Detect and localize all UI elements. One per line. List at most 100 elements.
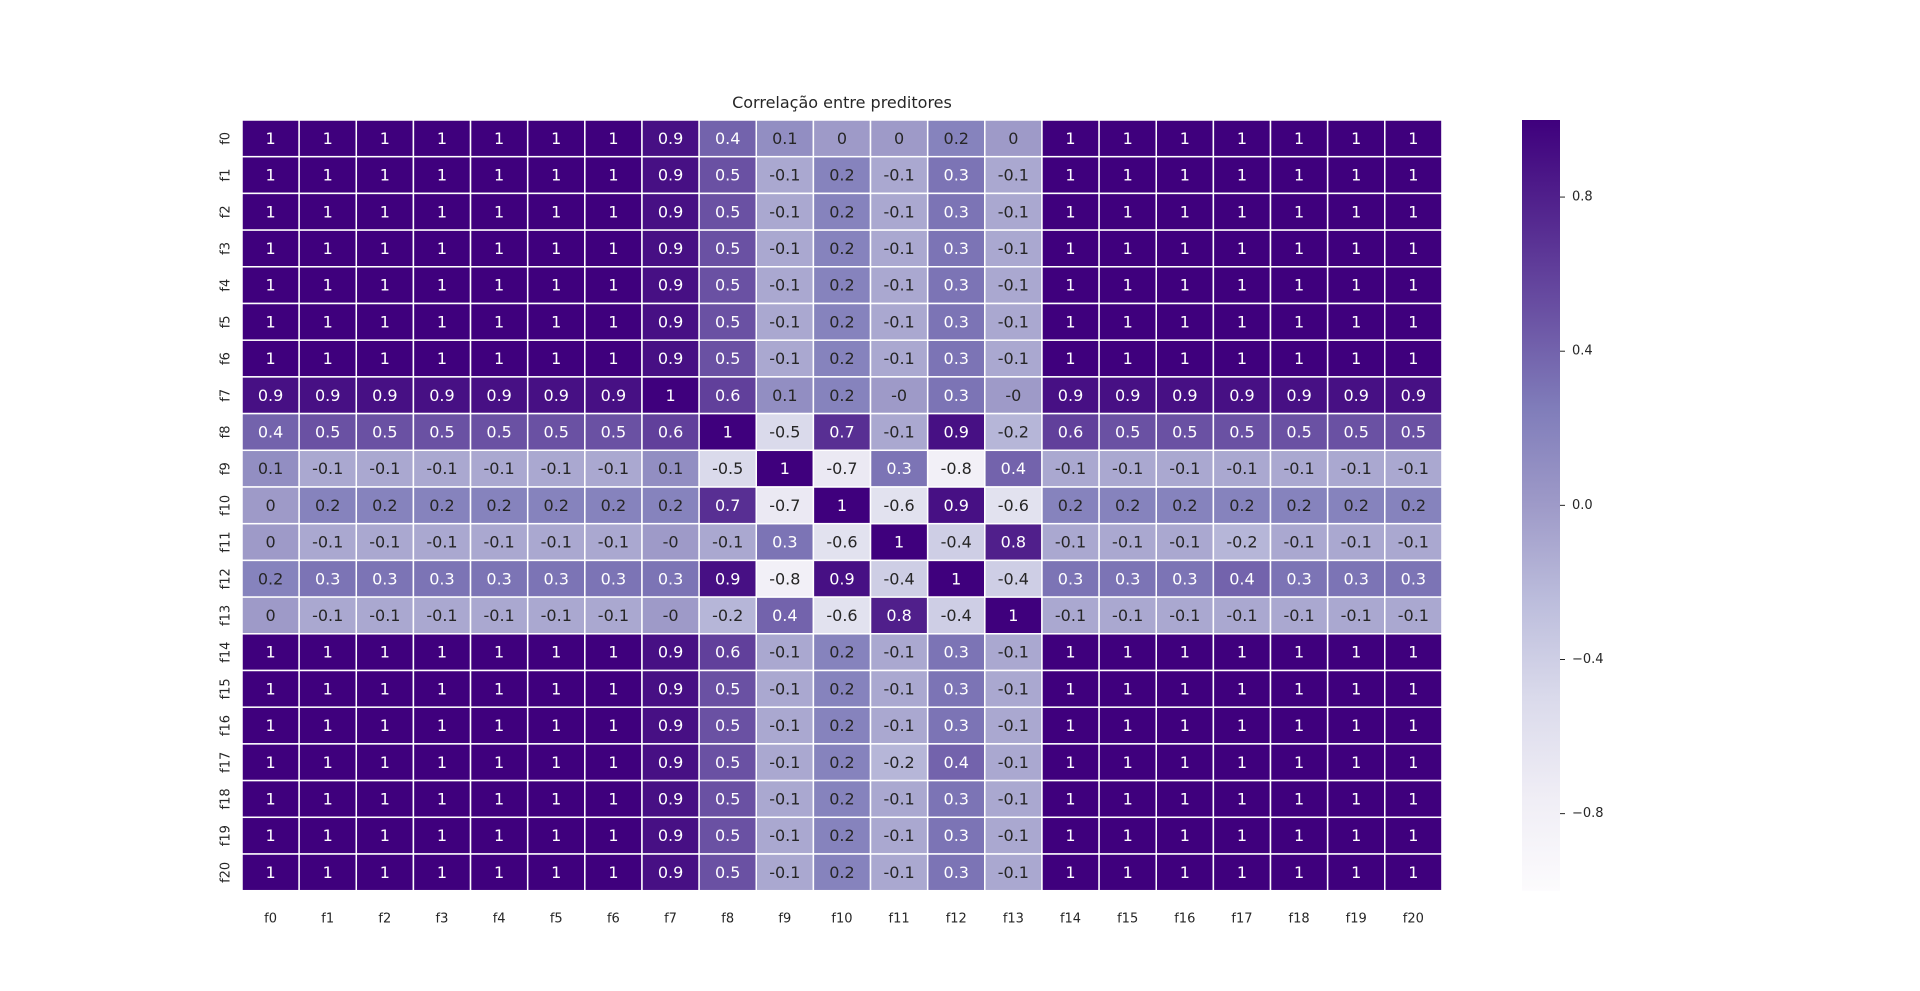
heatmap-cell-rect [1384,119,1443,158]
heatmap-cell: 1 [526,633,586,672]
heatmap-cell: 1 [869,522,929,562]
colorbar-tick-label: −0.4 [1572,652,1604,667]
heatmap-cell-rect [298,633,358,672]
heatmap-cell-label: -0.1 [541,533,572,552]
heatmap-cell-rect [926,229,986,268]
heatmap-cell: 1 [1212,155,1272,195]
heatmap-cell-label: 1 [1408,202,1418,221]
heatmap-cell-label: -0.1 [1169,533,1200,552]
heatmap-cell: 0.5 [1326,412,1386,452]
heatmap-cell-rect [812,633,872,672]
heatmap-cell-rect [755,816,815,855]
heatmap-cell-label: 0.9 [1286,386,1311,405]
heatmap-cell-label: 1 [380,716,390,735]
heatmap-cell: 0.9 [641,816,700,855]
heatmap-cell-label: -0.1 [1226,606,1257,625]
heatmap-cell-label: 0.2 [829,202,854,221]
heatmap-cell-rect [641,633,700,672]
heatmap-cell-label: 0.2 [429,496,454,515]
heatmap-cell: 1 [355,743,415,782]
heatmap-cell-label: 1 [608,312,618,331]
heatmap-cell: 1 [1098,743,1157,782]
heatmap-cell-label: 1 [608,239,618,258]
heatmap-cell-rect [526,119,586,158]
heatmap-cell-label: -0.1 [884,166,915,185]
heatmap-cell-label: 0.9 [1058,386,1083,405]
heatmap-cell-rect [412,779,472,819]
heatmap-cell: 0.3 [926,633,986,672]
heatmap-cell: 0.9 [1155,376,1215,415]
heatmap-cell: 0.2 [812,302,872,341]
heatmap-cell-rect [298,596,358,635]
heatmap-cell: 1 [1098,339,1157,378]
heatmap-cell-label: 1 [1180,643,1190,662]
heatmap-cell-rect [469,339,529,378]
heatmap-cell: 1 [469,229,529,268]
heatmap-cell: 1 [1212,816,1272,855]
heatmap-cell: 1 [355,229,415,268]
heatmap-cell-label: 0.9 [658,826,683,845]
heatmap-cell-label: 0.6 [1058,422,1083,441]
heatmap-cell-label: 0.2 [1058,496,1083,515]
heatmap-cell-rect [1384,376,1443,415]
heatmap-cell-label: 0.3 [1058,569,1083,588]
heatmap-cell: -0.1 [1041,596,1100,635]
heatmap-cell-rect [641,449,700,488]
heatmap-cell-label: 1 [1351,276,1361,295]
heatmap-cell: 0.6 [1041,412,1100,452]
heatmap-cell-rect [241,486,300,525]
heatmap-cell-label: 1 [1180,716,1190,735]
heatmap-cell-label: 1 [1351,202,1361,221]
heatmap-cell-label: 1 [551,349,561,368]
x-tick-label: f9 [778,912,791,927]
heatmap-cell-label: 1 [1351,826,1361,845]
heatmap-cell-label: 0.3 [372,569,397,588]
heatmap-cell-label: 1 [1065,643,1075,662]
heatmap-cell-label: 0.5 [1401,422,1426,441]
heatmap-cell-label: 1 [608,276,618,295]
heatmap-cell: -0.1 [1155,522,1215,562]
heatmap-cell-label: 0.3 [944,239,969,258]
heatmap-cell: 0.2 [355,486,415,525]
heatmap-cell-label: 1 [608,716,618,735]
heatmap-cell: -0.1 [755,706,815,745]
heatmap-cell: -0.1 [469,596,529,635]
heatmap-cell-label: 1 [951,569,961,588]
heatmap-cell-label: -0.1 [884,716,915,735]
heatmap-cell: -0.1 [869,633,929,672]
heatmap-cell: 1 [241,229,300,268]
heatmap-cell: 1 [1384,816,1443,855]
x-axis-tick-labels: f0 f1 f2 f3 f4 f5 f6 f7 f8 f9 f10 f11 f12 f13 f14 f15 f1… [264,912,1424,927]
heatmap-cell: -0.2 [1212,522,1272,562]
heatmap-cell: 1 [1384,155,1443,195]
heatmap-cell: 1 [526,266,586,305]
heatmap-cell-label: 1 [1408,643,1418,662]
heatmap-cell-rect [1269,486,1329,525]
heatmap-cell: 1 [526,743,586,782]
heatmap-cell-rect [698,486,758,525]
heatmap-cell: 1 [298,302,358,341]
heatmap-cell: 0.3 [869,449,929,488]
heatmap-cell-rect [641,192,700,231]
heatmap-cell-rect [1041,522,1100,562]
heatmap-cell-rect [298,779,358,819]
heatmap-cell-label: 0.9 [944,496,969,515]
heatmap-cell: -0.1 [755,853,815,892]
heatmap-cell: 1 [355,706,415,745]
heatmap-cell-rect [1384,229,1443,268]
heatmap-cell: 0.9 [1098,376,1157,415]
heatmap-cell: 1 [355,192,415,231]
heatmap-cell: -0.1 [526,522,586,562]
heatmap-cell: -0.1 [869,155,929,195]
heatmap-cell: 1 [469,192,529,231]
heatmap-cell: -0.1 [1326,522,1386,562]
heatmap-cell: 0.2 [1155,486,1215,525]
heatmap-cell-rect [755,119,815,158]
y-tick-label: f2 [219,205,234,218]
heatmap-cell-label: 1 [665,386,675,405]
heatmap-cell-label: -0.1 [998,312,1029,331]
heatmap-cell-rect [1098,339,1157,378]
heatmap-cell-label: 0.5 [1229,422,1254,441]
heatmap-cell-label: -0.1 [998,276,1029,295]
heatmap-cell-label: 1 [551,129,561,148]
